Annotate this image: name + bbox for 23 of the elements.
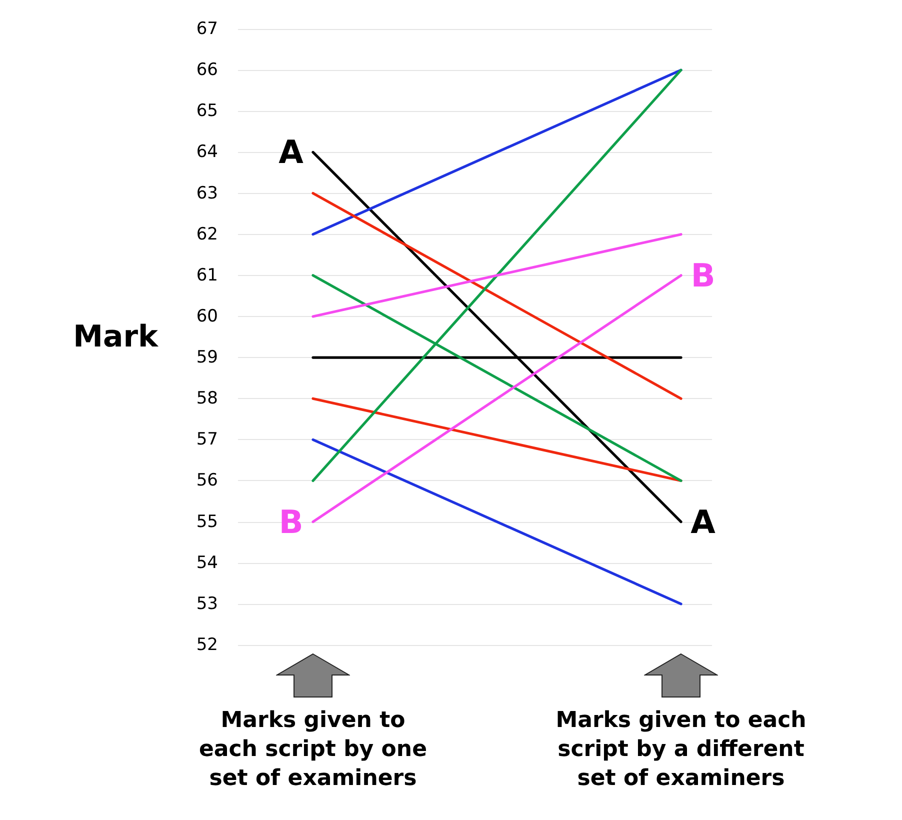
x-tick-label: Marks given to each script by a different set of examiners [556, 708, 806, 791]
y-tick-label: 67 [196, 19, 218, 39]
y-tick-label: 65 [196, 101, 218, 122]
annotation: A [278, 133, 304, 172]
y-tick-label: 56 [196, 470, 218, 491]
y-tick-label: 62 [196, 224, 218, 244]
y-tick-label: 63 [196, 183, 218, 204]
x-tick-label: Marks given to each script by one set of examiners [198, 708, 428, 791]
y-axis-title: Mark [73, 320, 160, 354]
annotation: B [278, 502, 304, 541]
y-tick-label: 60 [196, 306, 218, 326]
y-tick-label: 59 [196, 348, 218, 368]
y-tick-label: 53 [196, 594, 218, 614]
annotation: A [690, 502, 716, 541]
y-tick-label: 66 [196, 60, 218, 80]
y-tick-label: 52 [196, 635, 218, 655]
y-tick-label: 58 [196, 388, 218, 409]
y-tick-label: 61 [196, 265, 218, 286]
y-tick-label: 57 [196, 430, 218, 450]
y-tick-label: 64 [196, 142, 218, 162]
annotation: B [690, 256, 716, 294]
y-tick-label: 54 [196, 552, 218, 573]
y-tick-label: 55 [196, 512, 218, 532]
